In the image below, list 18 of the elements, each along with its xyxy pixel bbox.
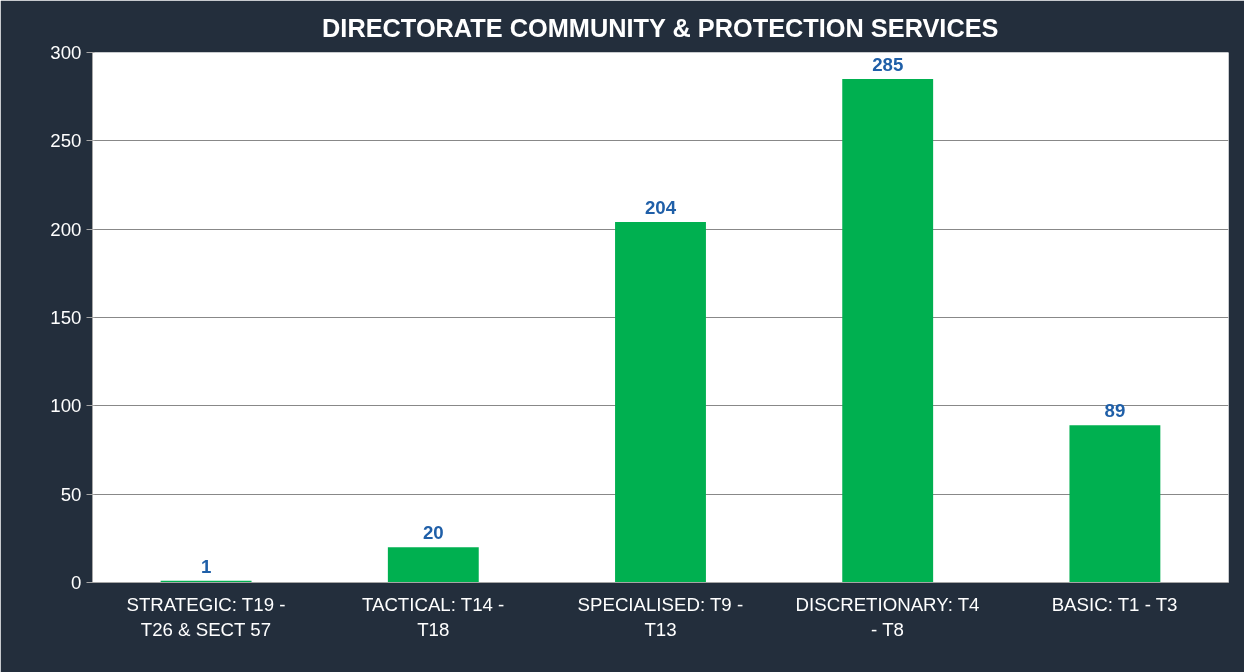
y-tick-label: 50 <box>60 483 82 505</box>
chart-title: DIRECTORATE COMMUNITY & PROTECTION SERVICES <box>322 13 999 42</box>
y-tick-label: 100 <box>50 395 82 417</box>
x-tick-label: STRATEGIC: T19 - T26 & SECT 57 <box>126 593 286 640</box>
y-tick-label: 250 <box>50 130 82 152</box>
data-label: 89 <box>1104 400 1126 422</box>
x-tick-label: BASIC: T1 - T3 <box>1051 593 1178 615</box>
data-label: 20 <box>422 522 444 544</box>
y-tick-label: 300 <box>50 42 82 63</box>
x-tick-label: SPECIALISED: T9 - T13 <box>577 593 744 640</box>
y-tick-label: 200 <box>50 218 82 240</box>
y-tick-label: 150 <box>50 307 82 328</box>
data-label: 1 <box>200 555 212 577</box>
y-tick-label: 0 <box>71 572 82 593</box>
x-tick-label: TACTICAL: T14 - T18 <box>361 593 505 640</box>
data-label: 285 <box>872 54 904 75</box>
data-label: 204 <box>644 197 677 219</box>
x-tick-label: DISCRETIONARY: T4 - T8 <box>795 593 980 640</box>
